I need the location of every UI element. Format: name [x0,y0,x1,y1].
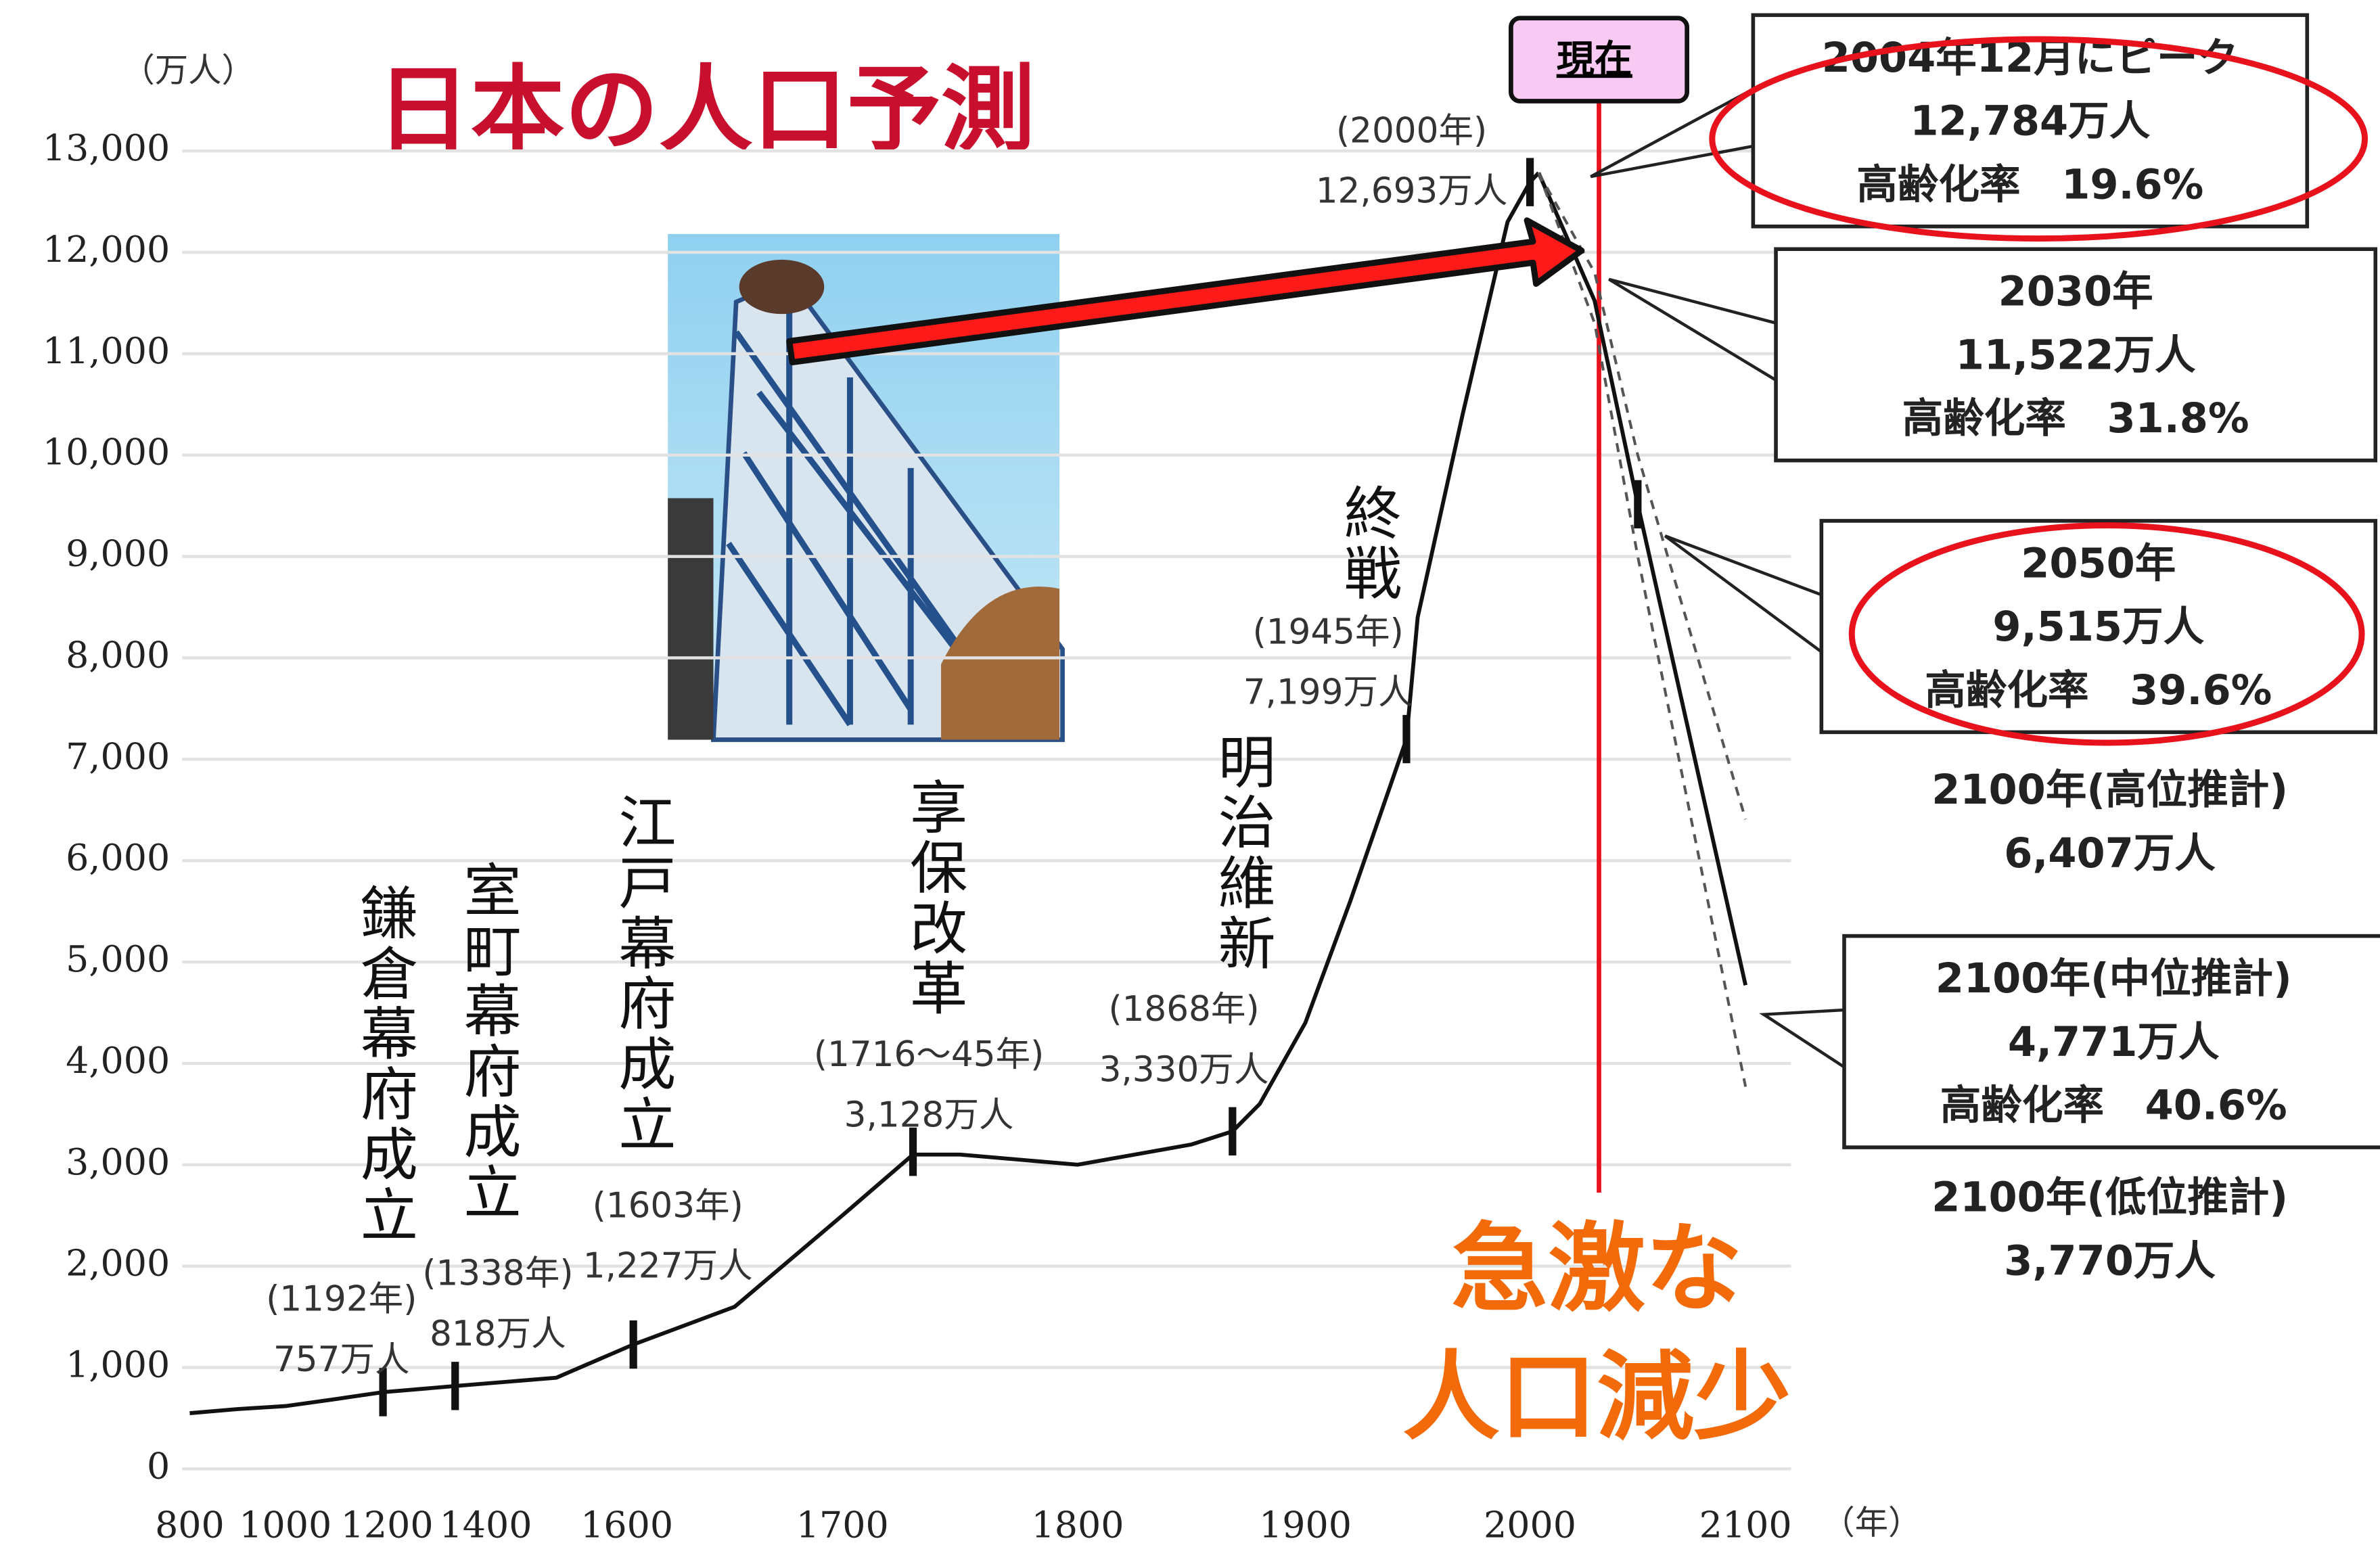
y-tick-label: 13,000 [43,127,170,169]
x-tick-label: 1700 [796,1504,889,1546]
annotation: 818万人 [430,1314,566,1354]
y-tick-label: 11,000 [43,329,170,372]
headline: 人口減少 [1402,1341,1791,1454]
era-label: 江戸幕府成立 [608,793,675,1155]
callout-pointer [1608,277,1777,382]
annotation: (2000年) [1336,110,1487,151]
callout-text: 2004年12月にピーク [1822,34,2239,82]
highlight-ellipse [1709,36,2368,242]
callout-box [1751,13,2310,229]
annotation: (1868年) [1108,989,1259,1030]
series-line [1537,172,1747,1087]
annotation: 757万人 [273,1339,410,1380]
annotation: (1603年) [593,1185,743,1226]
era-label: 鎌倉幕府成立 [350,883,417,1246]
annotation: 7,199万人 [1243,672,1413,713]
now-label: 現在 [1557,38,1632,82]
y-tick-label: 8,000 [66,634,170,676]
x-tick-label: 1800 [1031,1504,1124,1546]
callout-text: 9,515万人 [1992,603,2204,651]
callout-text: 2100年(高位推計) [1931,766,2288,814]
now-box [1509,16,1690,104]
era-label: 室町幕府成立 [453,860,520,1223]
callout-text: 11,522万人 [1956,332,2196,380]
callout-text: 高齢化率 31.8% [1902,395,2249,442]
callout-text: 3,770万人 [2004,1238,2216,1285]
era-label: 終戦 [1334,483,1401,604]
x-tick-label: 1900 [1259,1504,1352,1546]
callout-pointer [1759,1008,1846,1069]
era-label: 明治維新 [1208,732,1275,973]
x-tick-label: 1200 [341,1504,434,1546]
y-tick-label: 10,000 [43,431,170,474]
callout-text: 高齢化率 39.6% [1925,667,2272,714]
y-tick-label: 4,000 [66,1039,170,1082]
arrow [786,217,1585,366]
era-label: 享保改革 [900,777,967,1019]
annotation: 1,227万人 [583,1246,753,1287]
y-tick-label: 7,000 [66,735,170,777]
highlight-ellipse [1848,522,2365,746]
headline: 急激な [1451,1212,1743,1325]
y-tick-label: 12,000 [43,228,170,271]
annotation: 12,693万人 [1316,171,1508,212]
y-tick-label: 1,000 [66,1343,170,1386]
y-tick-label: 9,000 [66,532,170,575]
series-line [189,171,1540,1415]
chart-title: 日本の人口予測 [376,55,1035,164]
annotation: (1192年) [266,1279,417,1320]
callout-pointer [1590,87,1754,179]
callout-text: 高齢化率 40.6% [1940,1082,2287,1130]
series-line [1536,172,1748,986]
y-tick-label: 3,000 [66,1141,170,1183]
x-tick-label: 1400 [439,1504,532,1546]
x-unit: （年） [1821,1503,1921,1542]
y-tick-label: 0 [147,1445,170,1488]
callout-text: 2050年 [2021,540,2176,588]
y-tick-label: 2,000 [66,1242,170,1285]
callout-pointer [1664,534,1823,653]
x-tick-label: 1600 [580,1504,673,1546]
callout-text: 4,771万人 [2008,1019,2220,1066]
x-tick-label: 800 [155,1504,225,1546]
annotation: 3,330万人 [1099,1050,1269,1090]
series-line [1537,172,1747,820]
callout-text: 高齢化率 19.6% [1856,161,2203,208]
callout-box [1842,934,2380,1149]
y-tick-label: 5,000 [66,938,170,980]
callout-text: 6,407万人 [2004,830,2216,877]
callout-box [1774,247,2378,463]
callout-text: 12,784万人 [1910,98,2150,145]
y-tick-label: 6,000 [66,836,170,879]
callout-text: 2100年(低位推計) [1931,1174,2288,1222]
y-unit: （万人） [121,51,254,90]
callout-text: 2100年(中位推計) [1936,955,2292,1003]
annotation: (1716～45年) [814,1034,1044,1075]
annotation: (1945年) [1253,612,1404,652]
x-tick-label: 2000 [1484,1504,1576,1546]
annotation: 3,128万人 [844,1095,1014,1136]
x-tick-label: 1000 [239,1504,331,1546]
callout-text: 2030年 [1998,269,2153,316]
annotation: (1338年) [422,1254,573,1294]
x-tick-label: 2100 [1699,1504,1792,1546]
